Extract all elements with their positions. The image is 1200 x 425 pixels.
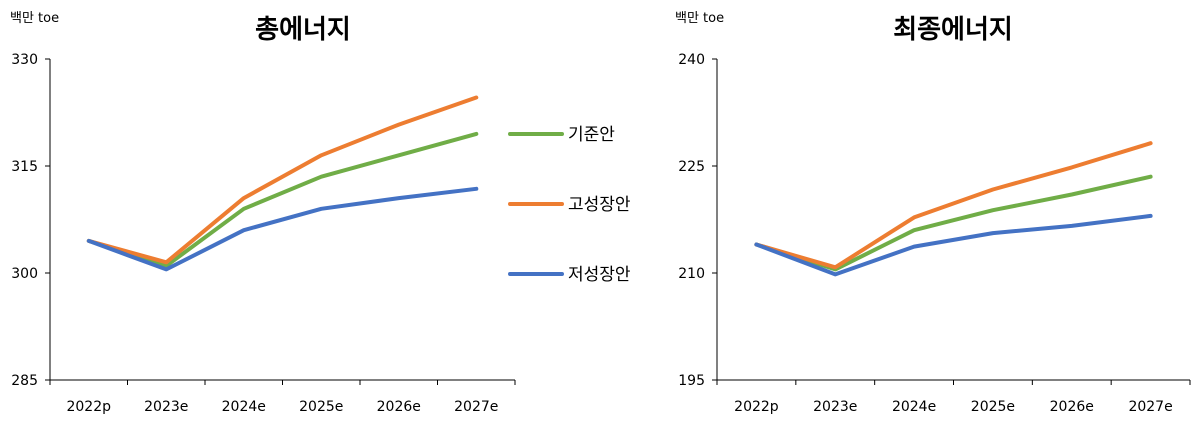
plot-area: 285 300 315 330 2022p 2023e 2024e 2025e 2026e 202…	[11, 52, 516, 415]
x-tick-label: 2027e	[1128, 399, 1172, 415]
x-tick-label: 2024e	[892, 399, 936, 415]
x-tick-label: 2025e	[299, 399, 343, 415]
y-tick-label: 240	[678, 52, 705, 68]
y-tick-label: 210	[678, 266, 705, 282]
series-line-3	[754, 213, 1153, 277]
series-line-3	[86, 186, 479, 272]
x-tick-label: 2022p	[734, 399, 779, 415]
y-unit-label: 백만 toe	[10, 11, 59, 26]
y-tick-label: 315	[11, 159, 38, 175]
y-tick-label: 225	[678, 159, 705, 175]
plot-area: 195 210 225 240 2022p 2023e 2024e 2025e 2026e 202…	[678, 52, 1191, 415]
legend-label: 기준안	[568, 125, 615, 145]
y-tick-label: 300	[11, 266, 38, 282]
y-tick-label: 195	[678, 373, 705, 389]
x-tick-label: 2023e	[813, 399, 857, 415]
series-line-2	[86, 95, 479, 265]
legend-label: 저성장안	[568, 265, 631, 285]
chart-final-energy: 백만 toe 최종에너지 195 210 225 240 2022p 2023e 2024e…	[675, 11, 1191, 415]
x-tick-label: 2027e	[454, 399, 498, 415]
series-line-1	[86, 131, 479, 268]
y-unit-label: 백만 toe	[675, 11, 724, 26]
x-tick-label: 2022p	[66, 399, 111, 415]
x-tick-label: 2026e	[1050, 399, 1094, 415]
x-tick-label: 2025e	[971, 399, 1015, 415]
chart-title: 최종에너지	[893, 15, 1013, 45]
x-tick-label: 2023e	[144, 399, 188, 415]
x-tick-label: 2024e	[222, 399, 266, 415]
y-tick-label: 330	[11, 52, 38, 68]
y-tick-label: 285	[11, 373, 38, 389]
chart-title: 총에너지	[255, 15, 351, 45]
x-tick-label: 2026e	[377, 399, 421, 415]
legend-label: 고성장안	[568, 195, 631, 215]
series-line-2	[754, 141, 1153, 270]
